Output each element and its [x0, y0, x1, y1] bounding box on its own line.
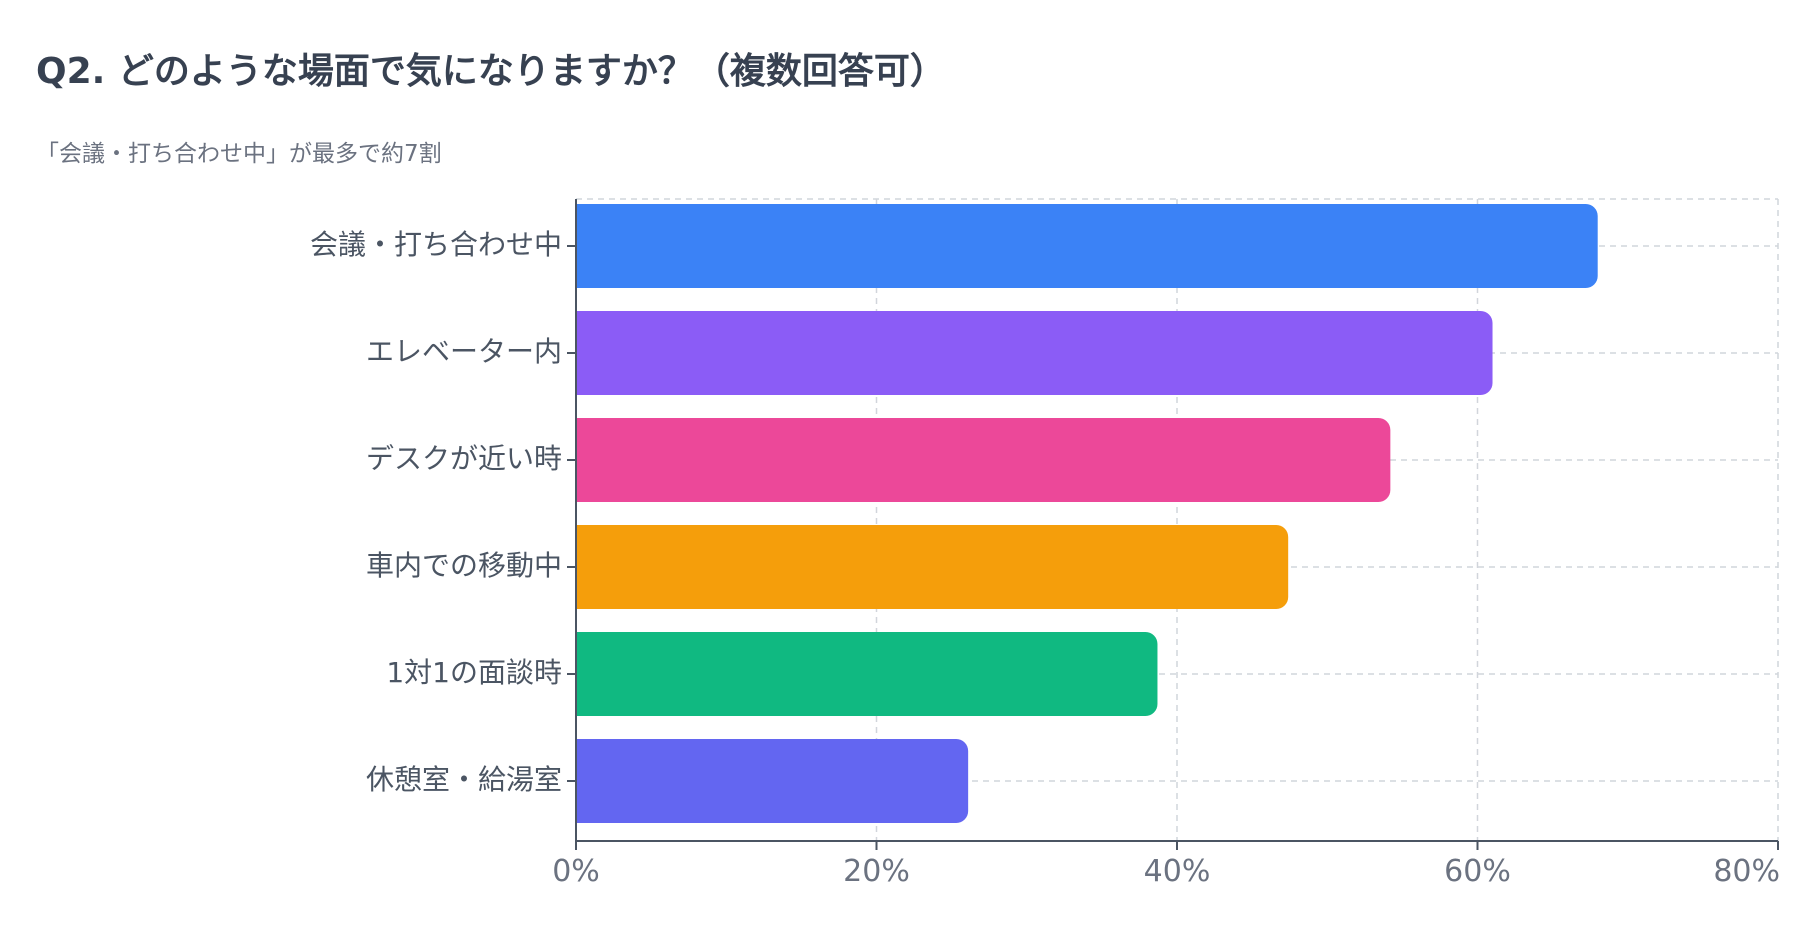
bar: [576, 311, 1493, 395]
bar-left-edge: [576, 739, 590, 823]
x-tick-label: 60%: [1444, 854, 1511, 889]
bar-left-edge: [576, 418, 590, 502]
chart-title: Q2. どのような場面で気になりますか？（複数回答可）: [36, 51, 946, 92]
category-label: エレベーター内: [366, 335, 562, 368]
bar: [576, 525, 1289, 609]
category-label: デスクが近い時: [366, 442, 562, 475]
x-tick-label: 40%: [1144, 854, 1211, 889]
bar-left-edge: [576, 204, 590, 288]
bar: [576, 739, 969, 823]
chart-subtitle: 「会議・打ち合わせ中」が最多で約7割: [36, 141, 442, 167]
x-tick-label: 80%: [1713, 854, 1780, 889]
bar-left-edge: [576, 632, 590, 716]
x-tick-label: 0%: [552, 854, 600, 889]
bar: [576, 418, 1391, 502]
x-tick-label: 20%: [843, 854, 910, 889]
category-label: 車内での移動中: [366, 549, 562, 582]
category-label: 休憩室・給湯室: [366, 763, 562, 796]
bar: [576, 632, 1158, 716]
category-label: 1対1の面談時: [386, 656, 562, 689]
bar-left-edge: [576, 525, 590, 609]
category-label: 会議・打ち合わせ中: [310, 228, 562, 261]
bar-left-edge: [576, 311, 590, 395]
bar: [576, 204, 1598, 288]
